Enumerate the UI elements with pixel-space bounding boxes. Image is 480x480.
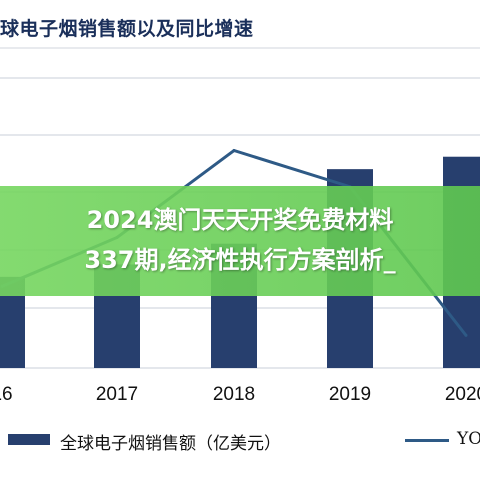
- x-tick-label-2017: 2017: [96, 384, 138, 405]
- banner-headline-line-1: 2024澳门天天开奖免费材料: [86, 206, 394, 234]
- x-tick-label-16: 16: [0, 384, 13, 405]
- x-tick-label-2018: 2018: [213, 384, 255, 405]
- legend-line-label: YO: [457, 429, 480, 449]
- line-point-2018: [232, 149, 236, 152]
- x-tick-label-2020: 2020: [445, 384, 480, 405]
- chart-legend: 全球电子烟销售额（亿美元） YO: [0, 420, 480, 460]
- legend-line-swatch: [405, 439, 449, 442]
- banner-headline-line-2: 337期,经济性执行方案剖析_: [84, 246, 396, 274]
- legend-bar-label: 全球电子烟销售额（亿美元）: [60, 434, 281, 454]
- legend-bar-swatch: [8, 434, 50, 445]
- x-tick-label-2019: 2019: [329, 384, 371, 405]
- overlay-banner[interactable]: 2024澳门天天开奖免费材料 337期,经济性执行方案剖析_: [0, 186, 480, 296]
- line-point-2020: [464, 333, 468, 337]
- chart-title: 球电子烟销售额以及同比增速: [0, 18, 254, 40]
